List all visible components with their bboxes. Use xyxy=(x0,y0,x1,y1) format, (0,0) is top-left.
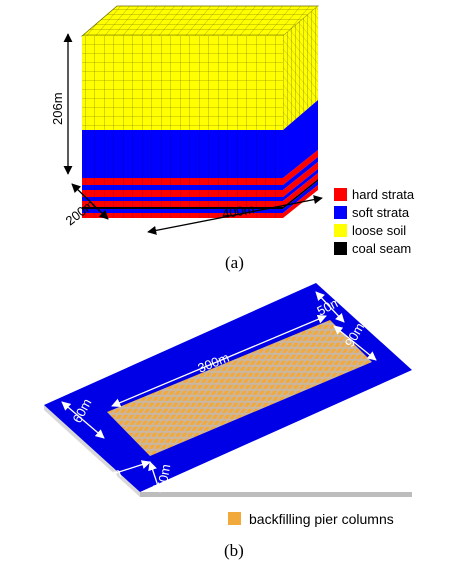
height-dimension-label: 206m xyxy=(50,92,65,125)
legend-label-pier-columns: backfilling pier columns xyxy=(249,511,394,527)
panel-a-model xyxy=(80,5,320,218)
left-margin-60m-arrow xyxy=(61,401,105,439)
legend-swatch-soft-strata xyxy=(334,206,347,219)
legend-swatch-hard-strata xyxy=(334,188,347,201)
legend-label-soft-strata: soft strata xyxy=(352,205,410,220)
legend-swatch-loose-soil xyxy=(334,224,347,237)
top-margin-50m-arrow xyxy=(315,291,345,323)
legend-label-loose-soil: loose soil xyxy=(352,223,406,238)
bottom-left-50m-arrow xyxy=(93,460,151,482)
legend-swatch-pier-columns xyxy=(228,512,241,525)
panel-a-caption: (a) xyxy=(225,253,244,272)
legend-label-coal-seam: coal seam xyxy=(352,241,411,256)
length-dimension-label: 400m xyxy=(221,201,256,221)
bottom-margin-50m-arrow xyxy=(148,461,162,493)
panel-b-model xyxy=(44,283,412,497)
length-dimension-arrow xyxy=(147,195,323,235)
panel-b-legend: backfilling pier columns xyxy=(228,511,394,527)
width-dimension-arrow xyxy=(71,183,109,220)
bottom-margin-50m-label: 50m xyxy=(154,463,173,491)
model-side-soft-strata xyxy=(283,100,318,178)
length-300m-arrow xyxy=(111,314,327,408)
right-margin-90m-arrow xyxy=(333,325,377,361)
legend-label-hard-strata: hard strata xyxy=(352,187,415,202)
panel-b-caption: (b) xyxy=(224,541,244,560)
panel-a-legend: hard strata soft strata loose soil coal … xyxy=(334,187,415,256)
bottom-left-50m-label: 50m xyxy=(94,465,123,487)
legend-swatch-coal-seam xyxy=(334,242,347,255)
